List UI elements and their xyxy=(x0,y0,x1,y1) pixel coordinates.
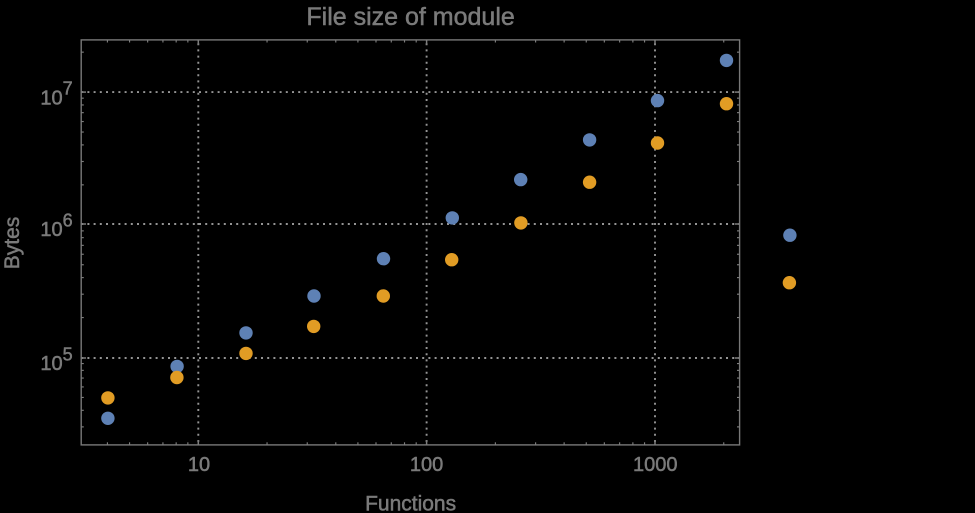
svg-text:105: 105 xyxy=(40,345,72,376)
svg-text:1000: 1000 xyxy=(633,454,678,476)
svg-text:Functions: Functions xyxy=(365,493,456,513)
svg-text:107: 107 xyxy=(40,79,72,110)
svg-text:Bytes: Bytes xyxy=(1,217,24,270)
svg-text:10: 10 xyxy=(188,454,210,476)
svg-text:File size of module: File size of module xyxy=(306,3,514,31)
svg-text:106: 106 xyxy=(40,211,72,242)
svg-text:100: 100 xyxy=(410,454,443,476)
